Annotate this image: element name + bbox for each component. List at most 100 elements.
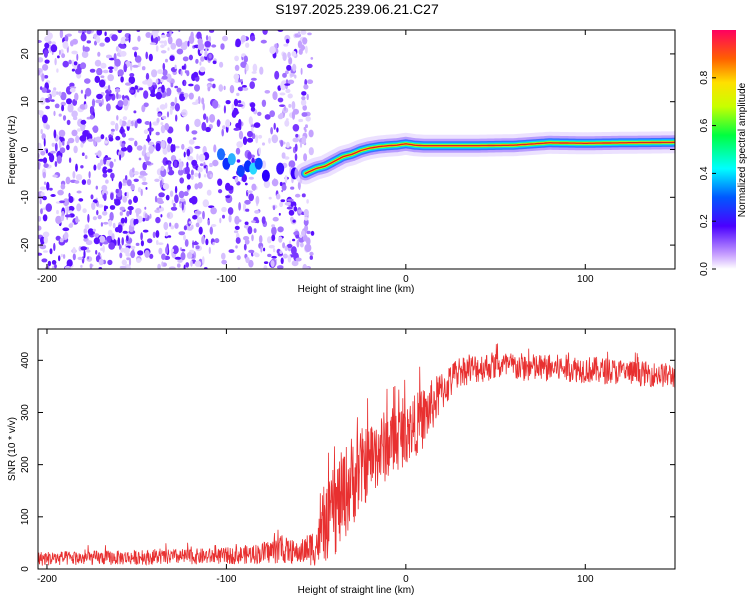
noise-speck — [69, 82, 75, 88]
noise-speck — [267, 253, 272, 258]
energy-blob — [217, 148, 225, 161]
noise-speck — [168, 161, 171, 171]
noise-speck — [77, 128, 81, 132]
noise-speck — [84, 103, 88, 110]
noise-speck — [288, 57, 293, 65]
x-tick-label: 100 — [577, 274, 594, 285]
noise-speck — [92, 228, 96, 232]
noise-speck — [54, 103, 60, 109]
noise-speck — [163, 221, 169, 231]
noise-speck — [107, 168, 113, 173]
noise-speck — [221, 206, 227, 213]
noise-speck — [110, 121, 116, 126]
noise-speck — [41, 73, 45, 82]
noise-speck — [49, 248, 53, 255]
noise-speck — [147, 127, 154, 132]
noise-speck — [291, 101, 296, 110]
noise-speck — [286, 198, 294, 202]
noise-speck — [66, 259, 73, 267]
noise-speck — [125, 38, 129, 42]
noise-speck — [82, 208, 87, 214]
noise-speck — [152, 231, 156, 238]
noise-speck — [207, 84, 211, 87]
noise-speck — [68, 205, 75, 212]
noise-speck — [126, 235, 129, 242]
noise-speck — [102, 210, 108, 216]
noise-speck — [302, 38, 308, 43]
noise-speck — [174, 222, 179, 229]
noise-speck — [157, 69, 164, 75]
noise-speck — [117, 30, 123, 34]
noise-speck — [219, 61, 224, 68]
noise-speck — [304, 224, 309, 232]
noise-speck — [75, 174, 83, 181]
noise-speck — [281, 189, 284, 193]
noise-speck — [94, 59, 102, 67]
noise-speck — [309, 251, 314, 256]
noise-speck — [188, 35, 195, 44]
ridge-band — [304, 141, 675, 175]
noise-speck — [86, 256, 93, 262]
noise-speck — [120, 36, 127, 43]
noise-speck — [165, 58, 168, 63]
noise-speck — [40, 150, 46, 156]
noise-speck — [177, 259, 183, 263]
noise-speck — [207, 219, 210, 226]
noise-speck — [174, 185, 178, 194]
noise-speck — [173, 203, 176, 208]
noise-speck — [183, 92, 189, 98]
noise-speck — [38, 162, 41, 167]
snr-xlabel: Height of straight line (km) — [298, 585, 415, 596]
noise-speck — [199, 61, 202, 66]
noise-speck — [175, 114, 178, 122]
noise-speck — [305, 45, 308, 54]
noise-speck — [248, 249, 255, 253]
noise-speck — [44, 35, 51, 42]
noise-speck — [51, 142, 55, 147]
noise-speck — [128, 199, 133, 205]
noise-speck — [166, 111, 170, 118]
noise-speck — [295, 133, 299, 138]
noise-speck — [96, 93, 103, 100]
noise-speck — [42, 64, 49, 71]
noise-speck — [138, 157, 142, 161]
noise-speck — [104, 31, 107, 37]
noise-speck — [104, 140, 108, 144]
noise-speck — [268, 244, 275, 249]
noise-speck — [158, 175, 163, 180]
noise-speck — [170, 166, 173, 172]
noise-speck — [101, 189, 109, 196]
noise-speck — [171, 199, 174, 205]
noise-speck — [228, 214, 232, 223]
noise-speck — [40, 129, 43, 135]
noise-speck — [97, 51, 101, 57]
noise-speck — [61, 211, 65, 216]
noise-speck — [160, 140, 166, 149]
noise-speck — [243, 202, 246, 212]
noise-speck — [121, 182, 127, 186]
noise-speck — [238, 130, 244, 140]
noise-speck — [178, 190, 185, 199]
noise-speck — [156, 117, 160, 123]
noise-speck — [141, 181, 148, 186]
noise-speck — [59, 200, 65, 204]
noise-speck — [66, 119, 71, 126]
noise-speck — [50, 150, 56, 154]
noise-speck — [42, 214, 48, 222]
noise-speck — [277, 265, 284, 269]
noise-speck — [288, 160, 296, 168]
noise-speck — [60, 49, 64, 55]
noise-speck — [200, 56, 205, 62]
noise-speck — [294, 33, 302, 38]
x-tick-label: -200 — [37, 574, 57, 585]
noise-speck — [77, 256, 83, 261]
colorbar-label: Normalized spectral amplitude — [737, 82, 748, 217]
colorbar-tick-label: 0.2 — [699, 214, 710, 228]
noise-speck — [181, 112, 186, 115]
noise-speck — [225, 119, 231, 128]
noise-speck — [303, 126, 306, 131]
noise-speck — [173, 160, 178, 168]
noise-speck — [67, 103, 74, 113]
noise-speck — [303, 84, 309, 90]
noise-speck — [115, 88, 121, 93]
